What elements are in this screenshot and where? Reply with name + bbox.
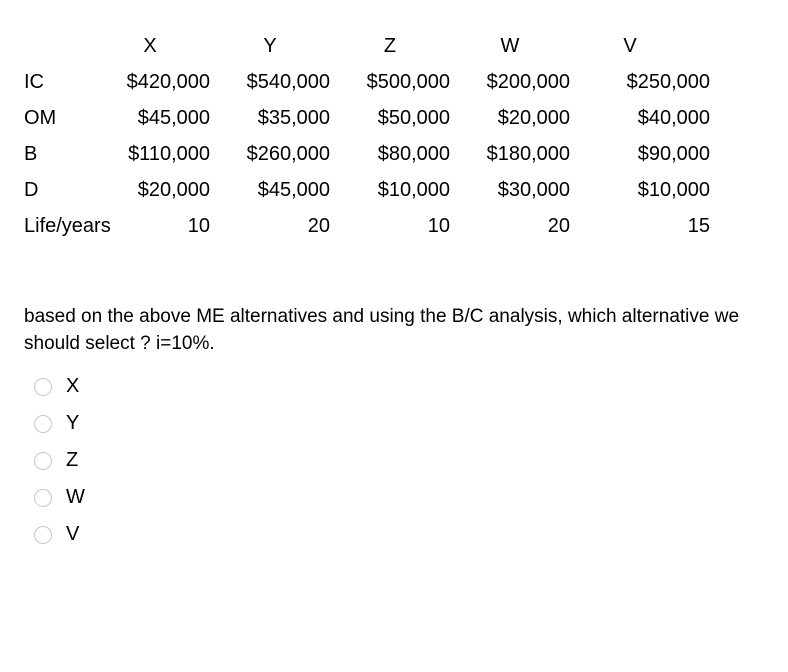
- option-y[interactable]: Y: [34, 412, 768, 435]
- table-row: Life/years 10 20 10 20 15: [20, 208, 720, 244]
- cell: $180,000: [480, 136, 600, 172]
- question-text: based on the above ME alternatives and u…: [20, 304, 768, 357]
- col-header-y: Y: [240, 28, 360, 64]
- cell: $35,000: [240, 100, 360, 136]
- option-w[interactable]: W: [34, 486, 768, 509]
- option-label: Y: [66, 412, 79, 435]
- cell: 20: [240, 208, 360, 244]
- row-label: Life/years: [20, 208, 120, 244]
- radio-icon: [34, 378, 52, 396]
- cell: $110,000: [120, 136, 240, 172]
- cell: $500,000: [360, 64, 480, 100]
- table-row: IC $420,000 $540,000 $500,000 $200,000 $…: [20, 64, 720, 100]
- cell: $10,000: [360, 172, 480, 208]
- cell: $50,000: [360, 100, 480, 136]
- cell: $540,000: [240, 64, 360, 100]
- radio-icon: [34, 526, 52, 544]
- option-label: W: [66, 486, 85, 509]
- cell: $20,000: [120, 172, 240, 208]
- cell: $90,000: [600, 136, 720, 172]
- cell: 15: [600, 208, 720, 244]
- option-label: V: [66, 523, 79, 546]
- cell: 10: [120, 208, 240, 244]
- col-header-x: X: [120, 28, 240, 64]
- option-z[interactable]: Z: [34, 449, 768, 472]
- cell: $250,000: [600, 64, 720, 100]
- header-blank: [20, 28, 120, 64]
- table-row: B $110,000 $260,000 $80,000 $180,000 $90…: [20, 136, 720, 172]
- cell: $45,000: [240, 172, 360, 208]
- table-row: D $20,000 $45,000 $10,000 $30,000 $10,00…: [20, 172, 720, 208]
- cell: 10: [360, 208, 480, 244]
- cell: $80,000: [360, 136, 480, 172]
- option-x[interactable]: X: [34, 375, 768, 398]
- cell: $260,000: [240, 136, 360, 172]
- row-label: B: [20, 136, 120, 172]
- cell: $420,000: [120, 64, 240, 100]
- cell: $30,000: [480, 172, 600, 208]
- radio-icon: [34, 415, 52, 433]
- option-label: Z: [66, 449, 78, 472]
- col-header-w: W: [480, 28, 600, 64]
- radio-icon: [34, 489, 52, 507]
- table-header-row: X Y Z W V: [20, 28, 720, 64]
- cell: $10,000: [600, 172, 720, 208]
- cell: $40,000: [600, 100, 720, 136]
- option-label: X: [66, 375, 79, 398]
- data-table: X Y Z W V IC $420,000 $540,000 $500,000 …: [20, 28, 720, 244]
- row-label: IC: [20, 64, 120, 100]
- table-row: OM $45,000 $35,000 $50,000 $20,000 $40,0…: [20, 100, 720, 136]
- cell: $45,000: [120, 100, 240, 136]
- col-header-v: V: [600, 28, 720, 64]
- radio-icon: [34, 452, 52, 470]
- cell: $20,000: [480, 100, 600, 136]
- options-group: X Y Z W V: [20, 375, 768, 546]
- cell: 20: [480, 208, 600, 244]
- row-label: OM: [20, 100, 120, 136]
- row-label: D: [20, 172, 120, 208]
- option-v[interactable]: V: [34, 523, 768, 546]
- cell: $200,000: [480, 64, 600, 100]
- col-header-z: Z: [360, 28, 480, 64]
